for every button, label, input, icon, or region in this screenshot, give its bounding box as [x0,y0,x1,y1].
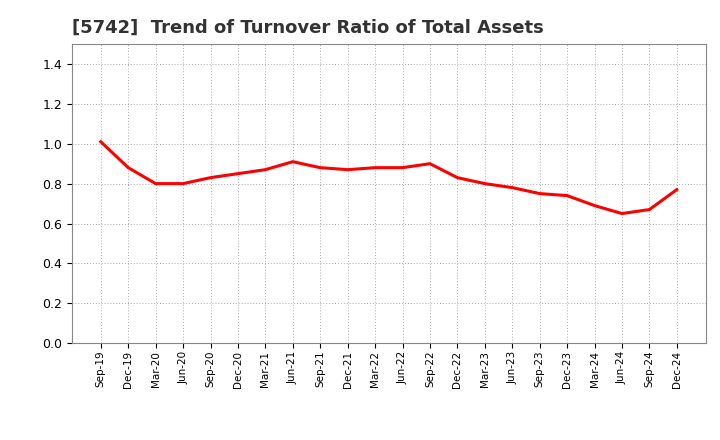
Text: [5742]  Trend of Turnover Ratio of Total Assets: [5742] Trend of Turnover Ratio of Total … [72,19,544,37]
